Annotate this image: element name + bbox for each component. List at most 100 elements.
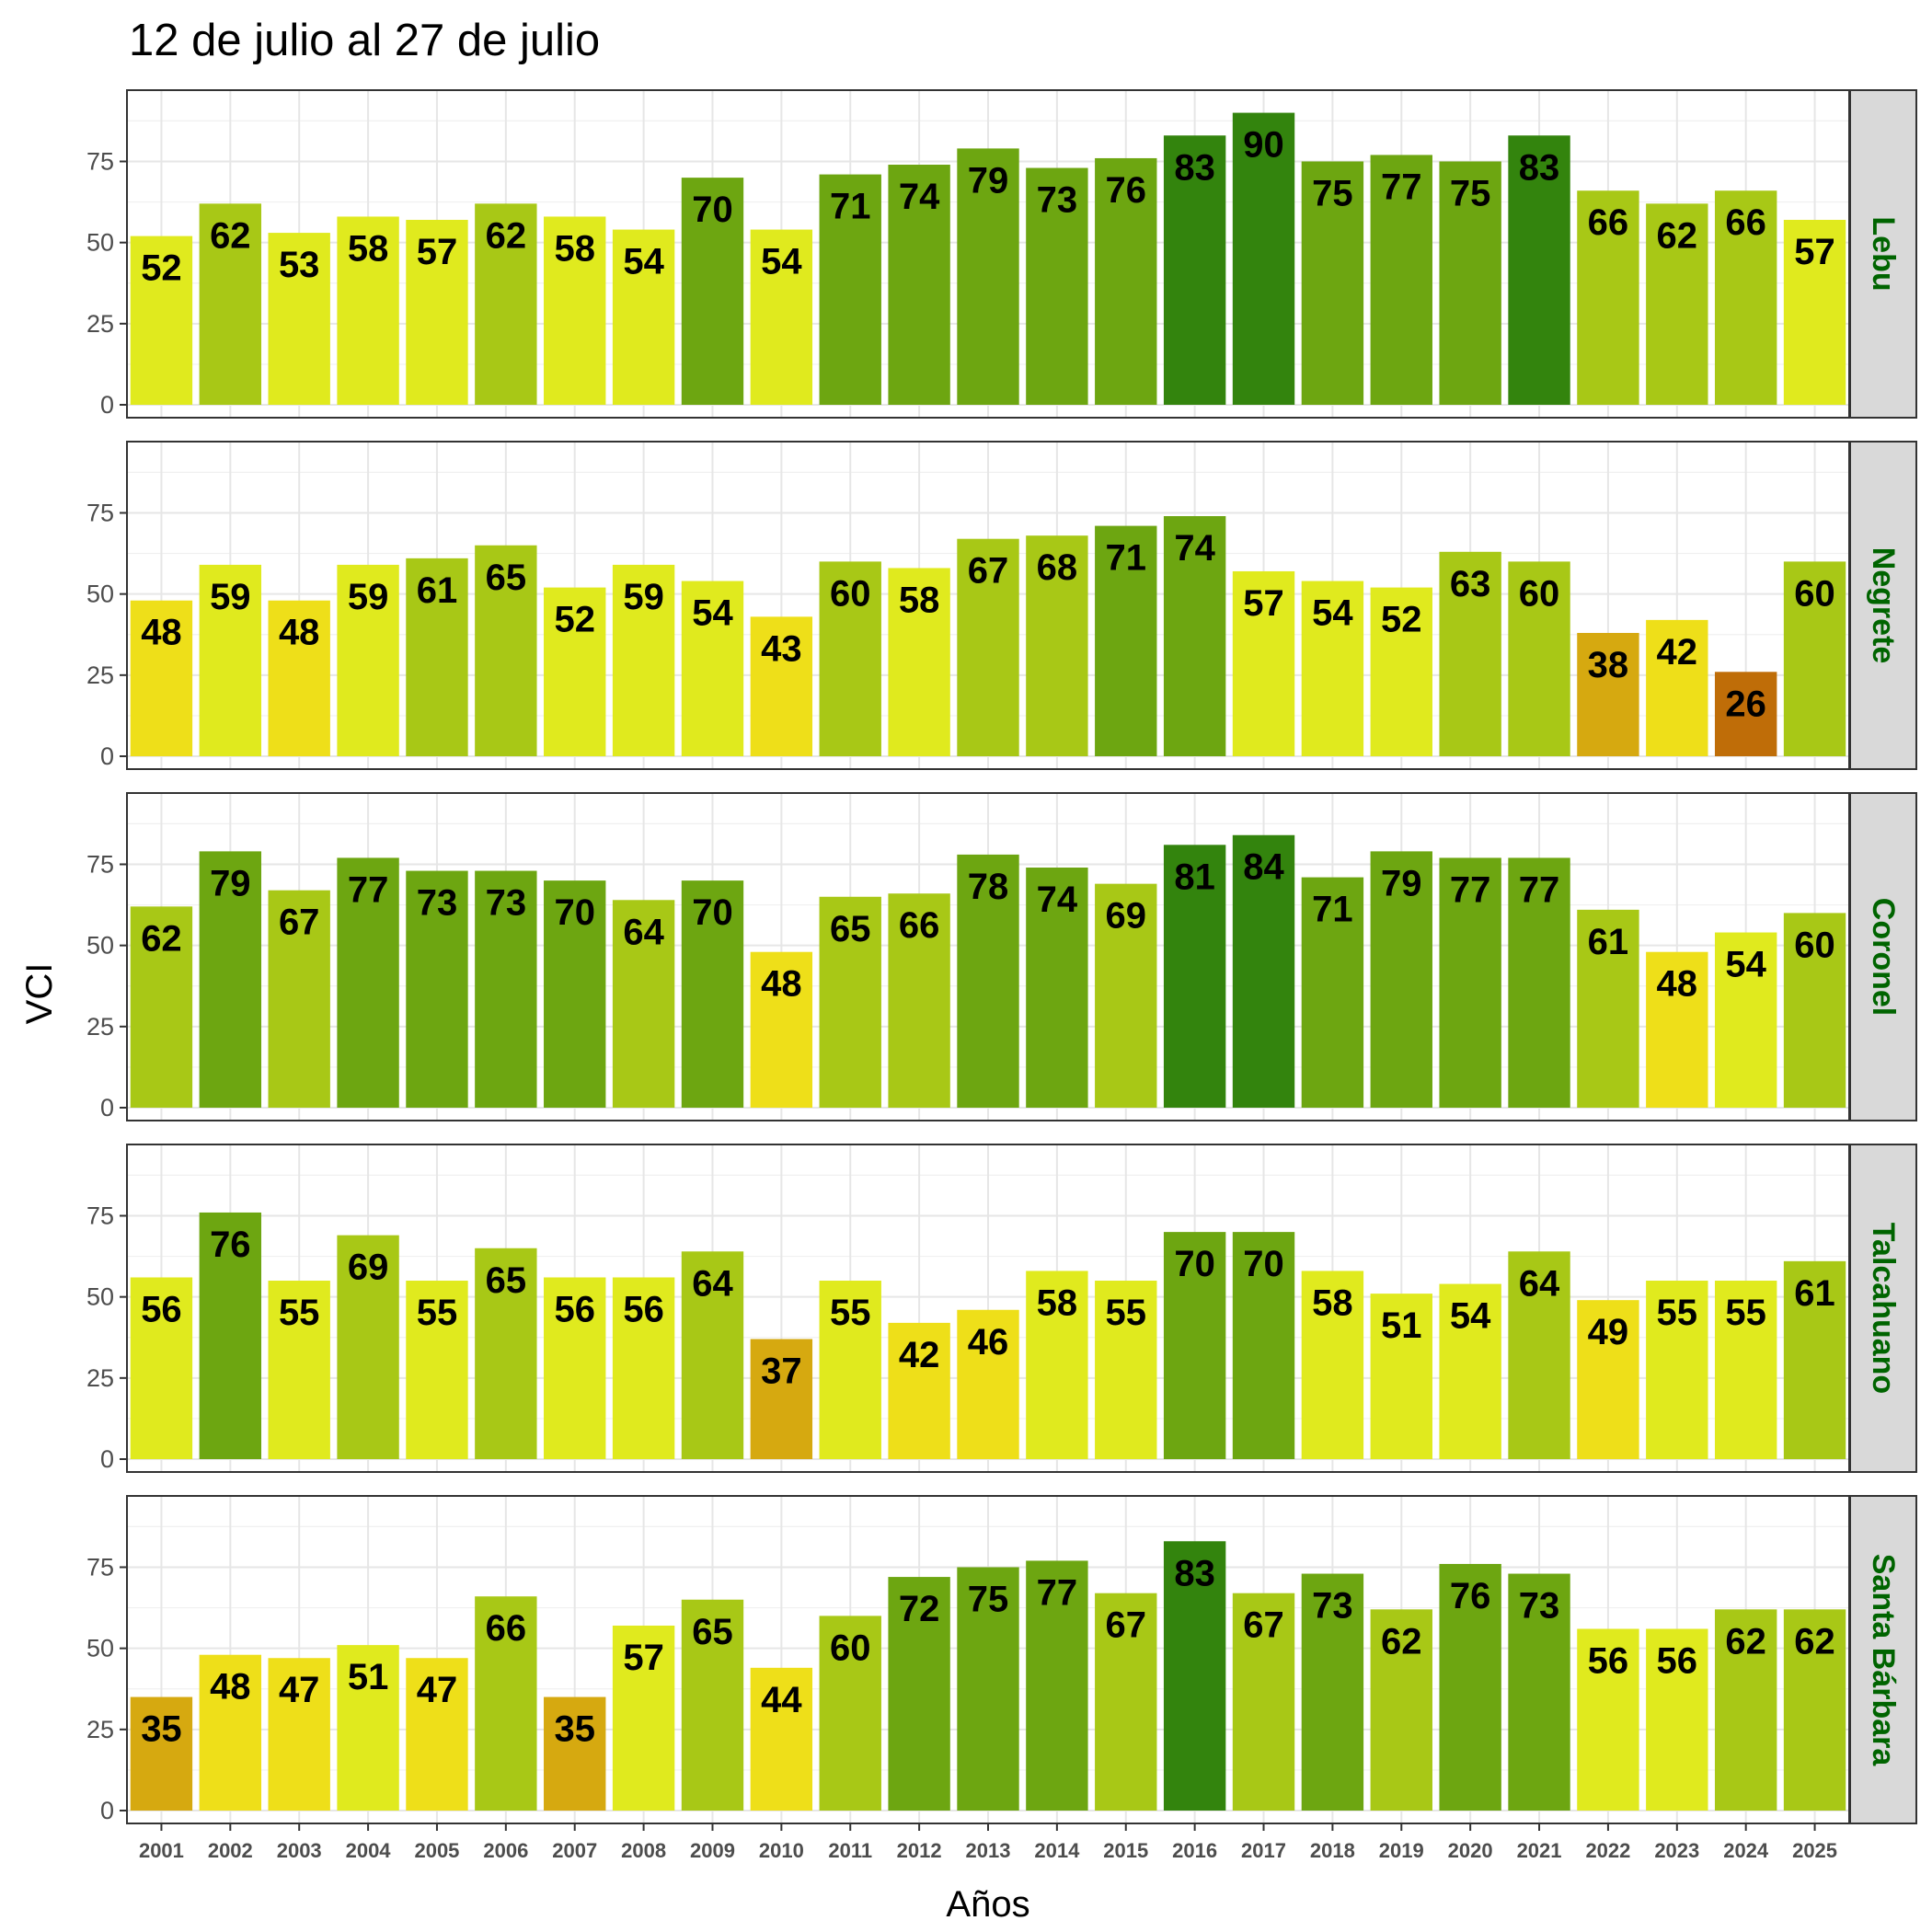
bar-label: 52 xyxy=(141,248,182,289)
bar-label: 66 xyxy=(1725,202,1766,243)
bar xyxy=(268,890,330,1108)
bar-label: 69 xyxy=(348,1248,389,1288)
bar xyxy=(475,1596,537,1811)
bar-label: 62 xyxy=(210,215,251,256)
bar-label: 70 xyxy=(692,892,733,933)
bar-label: 61 xyxy=(417,570,458,611)
facet-strip-label: Talcahuano xyxy=(1866,1223,1901,1394)
bar-label: 48 xyxy=(210,1667,251,1708)
bar xyxy=(1783,1609,1846,1811)
bar xyxy=(1714,932,1777,1108)
bar-label: 77 xyxy=(1519,869,1560,910)
bar xyxy=(1163,135,1226,406)
bar xyxy=(888,568,950,756)
bar-label: 73 xyxy=(1037,180,1078,221)
x-tick-label: 2008 xyxy=(621,1839,666,1862)
chart-title: 12 de julio al 27 de julio xyxy=(129,16,600,65)
bar-label: 60 xyxy=(1794,925,1835,965)
bar xyxy=(1439,1563,1501,1811)
bar-label: 75 xyxy=(1450,173,1491,213)
bar xyxy=(819,174,881,405)
bar-label: 57 xyxy=(1794,232,1835,272)
bar xyxy=(475,1248,537,1459)
bar xyxy=(1714,1609,1777,1811)
bar-label: 55 xyxy=(830,1293,871,1333)
bar-label: 76 xyxy=(210,1225,251,1265)
bar-label: 55 xyxy=(279,1293,320,1333)
bar-label: 54 xyxy=(1725,945,1766,985)
bar-label: 54 xyxy=(692,593,733,634)
x-axis-ticks: 2001 2002 2003 2004 2005 2006 2007 2008 2009 2010… xyxy=(139,1823,1837,1862)
bar-label: 59 xyxy=(348,577,389,617)
bar xyxy=(1577,632,1639,756)
y-tick-label: 50 xyxy=(86,1283,114,1311)
y-tick-label: 0 xyxy=(100,1094,114,1121)
bar-label: 70 xyxy=(554,892,595,933)
bar xyxy=(475,545,537,756)
facet-strip-label: Lebu xyxy=(1866,216,1901,291)
bar-label: 47 xyxy=(279,1670,320,1710)
bar-label: 48 xyxy=(761,964,802,1005)
bar xyxy=(1301,581,1364,756)
x-tick-label: 2018 xyxy=(1310,1839,1355,1862)
bar xyxy=(1646,619,1708,756)
bar xyxy=(1508,1251,1570,1459)
bar-label: 79 xyxy=(210,863,251,903)
bar xyxy=(888,1322,950,1459)
bar xyxy=(1439,551,1501,756)
y-tick-label: 25 xyxy=(86,1013,114,1041)
facet-strip xyxy=(1849,1495,1917,1824)
bar xyxy=(819,1616,881,1811)
bar-label: 35 xyxy=(554,1709,595,1750)
bar xyxy=(612,1625,675,1811)
x-tick-label: 2025 xyxy=(1792,1839,1837,1862)
bar-label: 69 xyxy=(1106,896,1147,937)
bar-label: 56 xyxy=(1588,1640,1629,1681)
bar-label: 79 xyxy=(1381,863,1422,903)
bar-label: 56 xyxy=(141,1289,182,1329)
x-axis-title: Años xyxy=(946,1884,1029,1925)
bar xyxy=(681,1599,744,1811)
facet-strip-label: Santa Bárbara xyxy=(1866,1554,1901,1767)
bar xyxy=(406,558,468,756)
bar-label: 64 xyxy=(692,1263,733,1304)
bar xyxy=(130,906,193,1108)
bar xyxy=(337,1235,399,1459)
bar xyxy=(750,616,813,756)
bar xyxy=(1026,1560,1088,1811)
bar-label: 52 xyxy=(554,600,595,640)
x-tick-label: 2001 xyxy=(139,1839,184,1862)
y-axis-title: VCI xyxy=(19,963,60,1025)
bar-label: 64 xyxy=(1519,1263,1560,1304)
y-tick-label: 75 xyxy=(86,850,114,878)
bar xyxy=(544,216,606,405)
bar xyxy=(1026,167,1088,405)
y-tick-label: 0 xyxy=(100,742,114,770)
bar xyxy=(544,1696,606,1811)
bar xyxy=(612,1277,675,1459)
y-tick-label: 0 xyxy=(100,1445,114,1473)
bar-label: 62 xyxy=(1657,215,1698,256)
bar-label: 62 xyxy=(486,215,527,256)
bar xyxy=(337,857,399,1108)
bar xyxy=(957,1567,1019,1811)
bar-label: 81 xyxy=(1174,857,1215,897)
bar xyxy=(268,1281,330,1459)
bar xyxy=(337,564,399,756)
bar xyxy=(1095,1281,1157,1459)
bar-label: 54 xyxy=(1312,593,1353,634)
bar xyxy=(1783,1260,1846,1459)
bar-label: 60 xyxy=(1519,573,1560,614)
bar-label: 48 xyxy=(1657,964,1698,1005)
y-tick-label: 50 xyxy=(86,581,114,608)
facet-strip xyxy=(1849,441,1917,770)
y-tick-label: 75 xyxy=(86,1553,114,1581)
bar xyxy=(1439,1283,1501,1459)
x-tick-label: 2015 xyxy=(1103,1839,1148,1862)
bar xyxy=(888,893,950,1108)
bar xyxy=(130,1277,193,1459)
bar-label: 56 xyxy=(554,1289,595,1329)
bar xyxy=(1439,161,1501,405)
bar-label: 71 xyxy=(1312,890,1353,930)
bar xyxy=(1577,1300,1639,1459)
